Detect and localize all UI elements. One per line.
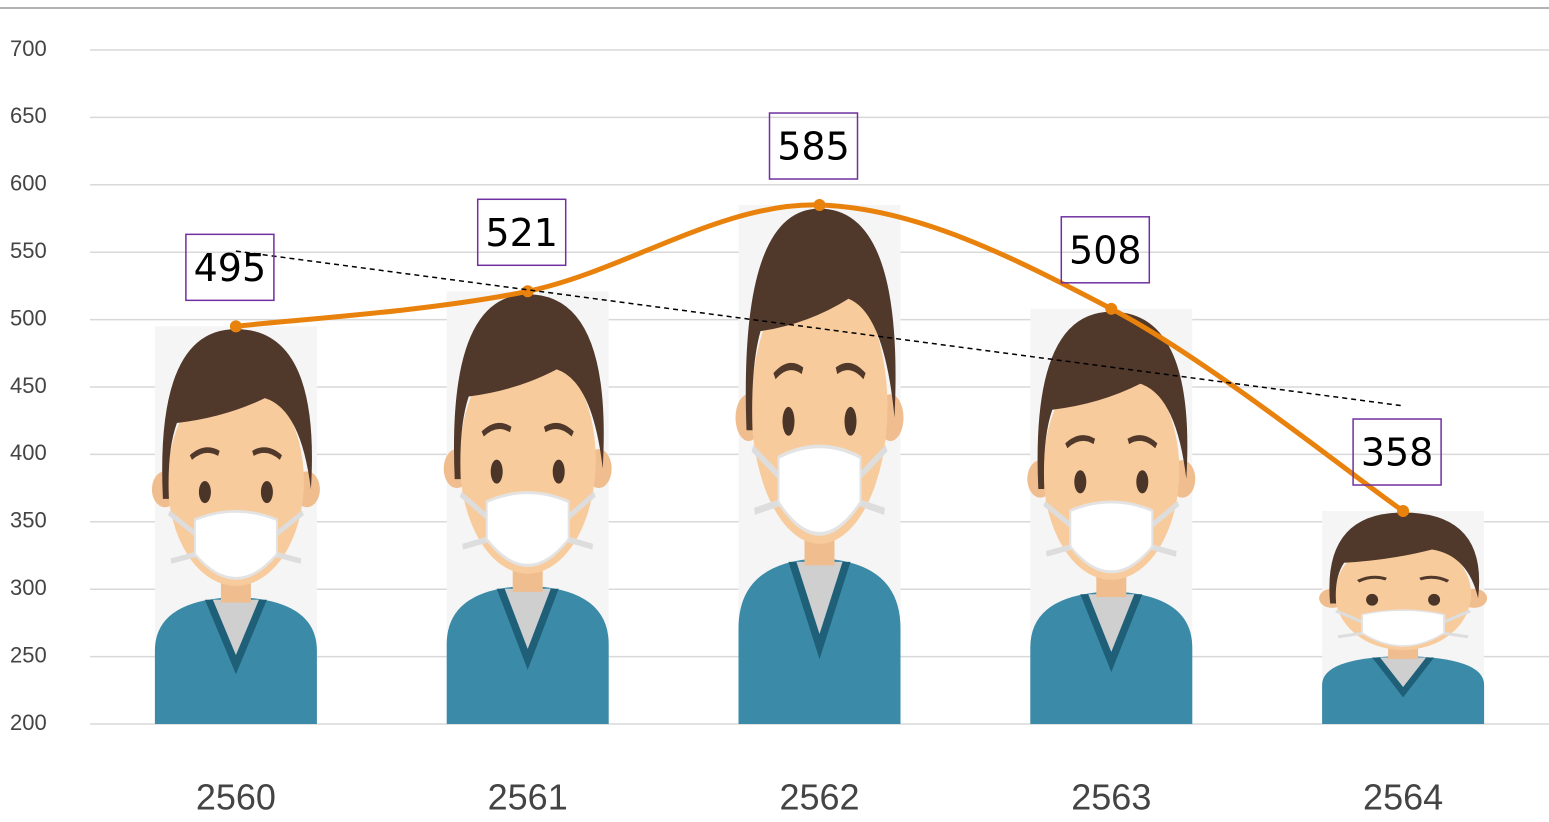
x-tick-label: 2561	[488, 777, 568, 818]
figure-eye	[1136, 470, 1149, 494]
data-label-box	[768, 112, 859, 180]
data-label: 495	[194, 246, 267, 290]
figure-hair	[162, 329, 312, 499]
pictograph-bar	[1027, 308, 1196, 724]
y-tick-label: 350	[10, 508, 47, 533]
figure-eye	[782, 406, 795, 436]
line-point	[1105, 302, 1118, 315]
figure-mask	[1361, 609, 1446, 647]
line-point	[813, 199, 826, 212]
y-tick-label: 700	[10, 36, 47, 61]
figure-strap	[1043, 500, 1180, 557]
figure-hair	[1329, 512, 1480, 604]
figure-brow	[481, 422, 512, 437]
figure-brow	[1065, 435, 1096, 449]
figure-collar-dark	[1080, 594, 1143, 673]
trendline	[235, 250, 1404, 407]
y-tick-label: 500	[10, 305, 47, 330]
x-tick-label: 2564	[1363, 777, 1443, 818]
figure-strap	[167, 510, 304, 564]
line-point	[229, 320, 242, 333]
figure-brow	[1419, 575, 1450, 583]
figure-eye	[552, 459, 565, 484]
figure-strap	[1335, 609, 1472, 639]
y-tick-label: 550	[10, 238, 47, 263]
figure-collar	[212, 599, 259, 655]
figure-mask	[777, 444, 862, 536]
x-tick-label: 2563	[1071, 777, 1151, 818]
pictograph-bar	[1319, 511, 1488, 724]
y-tick-label: 250	[10, 642, 47, 667]
figure-strap	[751, 445, 888, 515]
figure-eye	[844, 406, 857, 436]
figure-brow	[835, 362, 866, 380]
figure-brow	[543, 422, 574, 437]
figure-collar	[796, 561, 843, 634]
figure-mask	[1069, 500, 1154, 574]
figure-brow	[1127, 435, 1158, 449]
figure-eye	[1074, 470, 1087, 494]
figure-eye	[490, 459, 503, 484]
figure-collar	[1088, 594, 1135, 652]
figure-collar-dark	[496, 588, 559, 670]
figure-brow	[252, 447, 282, 460]
y-tick-label: 400	[10, 440, 47, 465]
figure-collar	[1380, 657, 1427, 688]
pictograph-bar	[735, 205, 904, 724]
figure-eye	[198, 480, 211, 504]
data-label: 585	[777, 125, 850, 169]
line-point	[521, 285, 534, 298]
overlay: 2560 2561 2562 2563 2564 495 521 585 508 358	[185, 112, 1443, 818]
figure-hair	[1037, 311, 1188, 490]
y-tick-label: 200	[10, 710, 47, 735]
data-label-box	[1352, 418, 1442, 486]
figure-collar-dark	[204, 599, 267, 675]
figure-hair	[745, 208, 896, 431]
x-tick-label: 2562	[779, 777, 859, 818]
bars	[151, 205, 1488, 724]
figure-brow	[773, 362, 804, 380]
pictograph-bar	[151, 326, 320, 724]
x-tick-label: 2560	[196, 777, 276, 818]
y-tick-label: 650	[10, 103, 47, 128]
data-label: 508	[1069, 228, 1142, 272]
data-label: 358	[1361, 431, 1434, 475]
data-label-box	[1060, 216, 1151, 284]
figure-mask	[485, 491, 570, 567]
line-point	[1397, 505, 1410, 518]
figure-strap	[459, 491, 596, 550]
figure-eye	[1366, 593, 1379, 606]
data-label-box	[185, 233, 275, 302]
y-tick-label: 600	[10, 171, 47, 196]
data-label-box	[476, 198, 567, 267]
figure-hair	[453, 294, 604, 480]
pictograph-bar	[443, 291, 612, 724]
figure-eye	[260, 480, 273, 504]
figure-collar-dark	[1372, 657, 1435, 698]
figure-collar	[504, 588, 551, 649]
figure-collar-dark	[788, 561, 851, 660]
figure-brow	[1357, 575, 1387, 583]
figure-mask	[193, 509, 278, 580]
y-tick-label: 450	[10, 373, 47, 398]
figure-brow	[189, 447, 220, 460]
figure-eye	[1428, 593, 1441, 606]
data-label: 521	[485, 211, 558, 255]
y-tick-label: 300	[10, 575, 47, 600]
